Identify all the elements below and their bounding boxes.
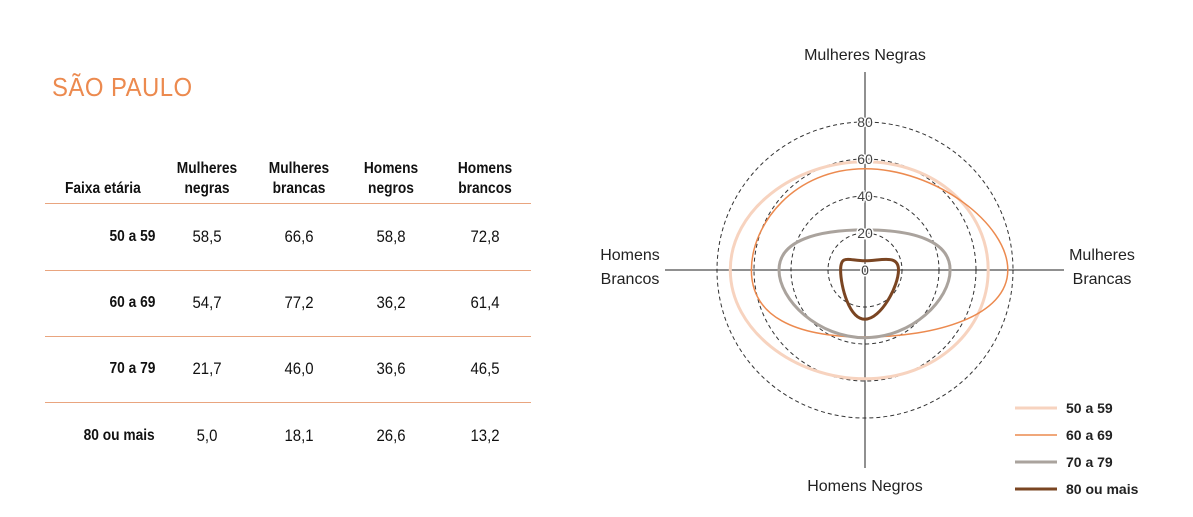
ring-label: 0 <box>861 262 869 278</box>
header-age: Faixa etária <box>65 180 141 197</box>
table-row: 60 a 69 54,7 77,2 36,2 61,4 <box>45 270 531 337</box>
table-cell: 58,5 <box>192 227 222 246</box>
table-cell: 58,8 <box>376 227 406 246</box>
axis-label-right-1: Mulheres <box>1069 247 1135 264</box>
row-label: 60 a 69 <box>109 294 155 311</box>
table-cell: 36,2 <box>376 293 406 312</box>
table-cell: 61,4 <box>470 293 500 312</box>
table-cell: 5,0 <box>196 426 218 445</box>
page-title: SÃO PAULO <box>52 72 193 102</box>
table-cell: 26,6 <box>376 426 406 445</box>
series-line <box>839 257 900 321</box>
ring-label: 60 <box>857 151 873 167</box>
row-label: 50 a 59 <box>109 228 155 245</box>
table-cell: 13,2 <box>470 426 500 445</box>
table-row: 70 a 79 21,7 46,0 36,6 46,5 <box>45 336 531 403</box>
table-row: 50 a 59 58,5 66,6 58,8 72,8 <box>45 204 531 271</box>
header-col-2: Mulheres brancas <box>268 160 330 197</box>
row-label: 80 ou mais <box>83 427 155 444</box>
series-line <box>728 160 990 381</box>
table-cell: 54,7 <box>192 293 222 312</box>
axis-label-bottom: Homens Negros <box>807 478 923 495</box>
table-cell: 46,5 <box>470 359 500 378</box>
axis-label-top: Mulheres Negras <box>804 47 926 64</box>
table-cell: 77,2 <box>284 293 314 312</box>
table-cell: 46,0 <box>284 359 314 378</box>
legend-label: 60 a 69 <box>1066 427 1113 443</box>
legend-label: 80 ou mais <box>1066 481 1139 497</box>
axis-label-left-2: Brancos <box>601 271 660 288</box>
row-label: 70 a 79 <box>109 360 155 377</box>
table-cell: 36,6 <box>376 359 406 378</box>
axis-label-left-1: Homens <box>600 247 660 264</box>
ring-label: 40 <box>857 188 873 204</box>
table-cell: 21,7 <box>192 359 222 378</box>
axis-label-right-2: Brancas <box>1073 271 1132 288</box>
legend: 50 a 59 60 a 69 70 a 79 80 ou mais <box>1015 400 1139 497</box>
header-col-4: Homens brancos <box>457 160 513 197</box>
ring-labels: 0 20 40 60 80 <box>856 113 875 280</box>
header-col-1: Mulheres negras <box>176 160 238 197</box>
legend-label: 70 a 79 <box>1066 454 1113 470</box>
table-row: 80 ou mais 5,0 18,1 26,6 13,2 <box>45 403 531 469</box>
table-header: Faixa etária Mulheres negras Mulheres bran… <box>45 157 531 204</box>
header-col-3: Homens negros <box>363 160 419 197</box>
table-cell: 66,6 <box>284 227 314 246</box>
legend-label: 50 a 59 <box>1066 400 1113 416</box>
ring-label: 80 <box>857 114 873 130</box>
radar-series <box>728 160 1009 381</box>
table-cell: 18,1 <box>284 426 314 445</box>
table-cell: 72,8 <box>470 227 500 246</box>
series-line <box>777 228 952 340</box>
ring-label: 20 <box>857 225 873 241</box>
